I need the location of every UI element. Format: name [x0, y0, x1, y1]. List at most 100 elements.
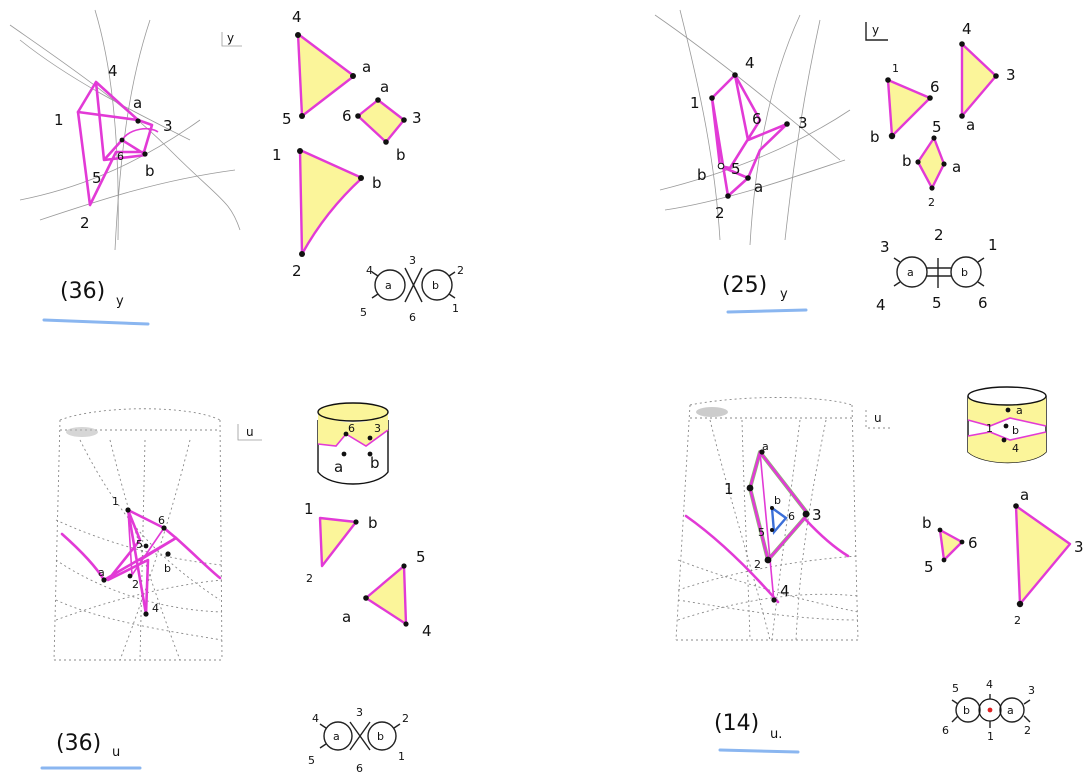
svg-text:b: b [145, 162, 155, 180]
svg-text:5: 5 [92, 169, 102, 187]
svg-text:5: 5 [731, 160, 741, 178]
cylinder-3d: 6 3 a b [317, 402, 389, 485]
svg-text:5: 5 [932, 294, 942, 312]
svg-text:a: a [966, 116, 975, 134]
svg-text:6: 6 [342, 107, 352, 125]
svg-text:b: b [774, 494, 781, 507]
svg-text:a: a [952, 158, 961, 176]
svg-text:u: u [246, 425, 254, 439]
projection-labels: 1 6 5 a 2 b 4 [98, 495, 171, 615]
svg-text:y: y [116, 294, 124, 309]
projection-labels: 4 1 a 3 6 5 b 2 [54, 62, 173, 232]
svg-text:2: 2 [457, 264, 464, 277]
svg-text:3: 3 [374, 422, 381, 435]
piece-triangle-1-b-2: 1 b 2 [272, 146, 382, 280]
svg-text:2: 2 [292, 262, 302, 280]
svg-text:5: 5 [308, 754, 315, 767]
svg-text:u.: u. [770, 727, 782, 742]
projection-polygon [76, 80, 159, 207]
panel-caption: (25) y [722, 273, 808, 314]
projection-labels: a 1 b 5 6 3 2 4 [724, 440, 822, 600]
svg-text:4: 4 [1012, 442, 1019, 455]
svg-text:3: 3 [1006, 66, 1016, 84]
panel-caption: (14) u. [714, 711, 800, 754]
svg-text:y: y [872, 23, 879, 37]
svg-text:3: 3 [356, 706, 363, 719]
svg-text:3: 3 [1074, 538, 1084, 556]
panel-bottom-right: a 1 b 5 6 3 2 4 u a 1 b 4 [675, 386, 1084, 754]
piece-triangle-1-6-b: 1 6 b [870, 62, 940, 146]
svg-text:1: 1 [690, 94, 700, 112]
guide-curves [9, 9, 241, 251]
piece-quad-6-a-3-b: 6 a 3 b [342, 78, 422, 164]
svg-text:3: 3 [812, 506, 822, 524]
svg-text:5: 5 [416, 548, 426, 566]
svg-text:1: 1 [112, 495, 119, 508]
svg-text:4: 4 [312, 712, 319, 725]
svg-text:5: 5 [758, 526, 765, 539]
incidence-graph: 4 3 2 5 6 1 a b [308, 706, 409, 775]
svg-text:1: 1 [892, 62, 899, 75]
svg-text:a: a [342, 608, 351, 626]
svg-text:b: b [377, 730, 384, 743]
svg-text:1: 1 [54, 111, 64, 129]
svg-text:b: b [1012, 424, 1019, 437]
svg-text:b: b [697, 166, 707, 184]
svg-text:2: 2 [715, 204, 725, 222]
svg-text:6: 6 [942, 724, 949, 737]
projection-polygon [60, 507, 222, 617]
panel-bottom-left: 1 6 5 a 2 b 4 u 6 3 a b [40, 402, 432, 775]
svg-text:b: b [370, 454, 380, 472]
svg-text:4: 4 [422, 622, 432, 640]
svg-text:a: a [380, 78, 389, 96]
svg-text:b: b [164, 562, 171, 575]
svg-text:5: 5 [360, 306, 367, 319]
svg-text:5: 5 [282, 110, 292, 128]
svg-text:1: 1 [304, 500, 314, 518]
cylinder-outline [675, 397, 859, 641]
guide-curves [654, 9, 851, 246]
svg-text:6: 6 [752, 110, 762, 128]
piece-triangle-1-b-2: 1 b 2 [304, 500, 378, 585]
svg-text:3: 3 [798, 114, 808, 132]
svg-text:5: 5 [136, 538, 143, 551]
svg-text:(25): (25) [722, 273, 767, 298]
svg-text:3: 3 [409, 254, 416, 267]
svg-text:b: b [922, 514, 932, 532]
svg-text:2: 2 [80, 214, 90, 232]
svg-text:(36): (36) [56, 731, 101, 756]
svg-text:6: 6 [788, 510, 795, 523]
svg-text:1: 1 [986, 422, 993, 435]
svg-text:4: 4 [876, 296, 886, 314]
svg-text:2: 2 [306, 572, 313, 585]
projection-polygon [709, 72, 790, 199]
svg-text:1: 1 [987, 730, 994, 743]
panel-top-left: 4 1 a 3 6 5 b 2 y 4 a 5 6 [9, 8, 464, 326]
svg-text:a: a [754, 178, 763, 196]
svg-text:5: 5 [952, 682, 959, 695]
svg-text:1: 1 [272, 146, 282, 164]
svg-text:b: b [963, 704, 970, 717]
panel-tag: u [865, 410, 892, 429]
svg-text:6: 6 [409, 311, 416, 324]
incidence-graph: 3 2 1 4 5 6 a b [876, 226, 998, 314]
svg-text:b: b [368, 514, 378, 532]
svg-text:6: 6 [117, 150, 124, 163]
svg-text:4: 4 [780, 582, 790, 600]
svg-text:2: 2 [1014, 614, 1021, 627]
svg-text:a: a [1016, 404, 1023, 417]
svg-text:5: 5 [932, 118, 942, 136]
svg-text:a: a [362, 58, 371, 76]
incidence-graph: 5 4 3 6 1 2 b a [942, 678, 1035, 743]
svg-text:3: 3 [1028, 684, 1035, 697]
piece-triangle-4-a-5: 4 a 5 [282, 8, 371, 128]
svg-text:2: 2 [754, 558, 761, 571]
piece-triangle-4-3-a: 4 3 a [959, 20, 1016, 134]
panel-top-right: 4 1 6 3 b 5 a 2 y 1 6 b 4 3 [654, 9, 1016, 314]
svg-text:1: 1 [988, 236, 998, 254]
svg-text:6: 6 [930, 78, 940, 96]
svg-text:6: 6 [356, 762, 363, 775]
svg-text:1: 1 [398, 750, 405, 763]
svg-text:6: 6 [968, 534, 978, 552]
svg-text:b: b [902, 152, 912, 170]
